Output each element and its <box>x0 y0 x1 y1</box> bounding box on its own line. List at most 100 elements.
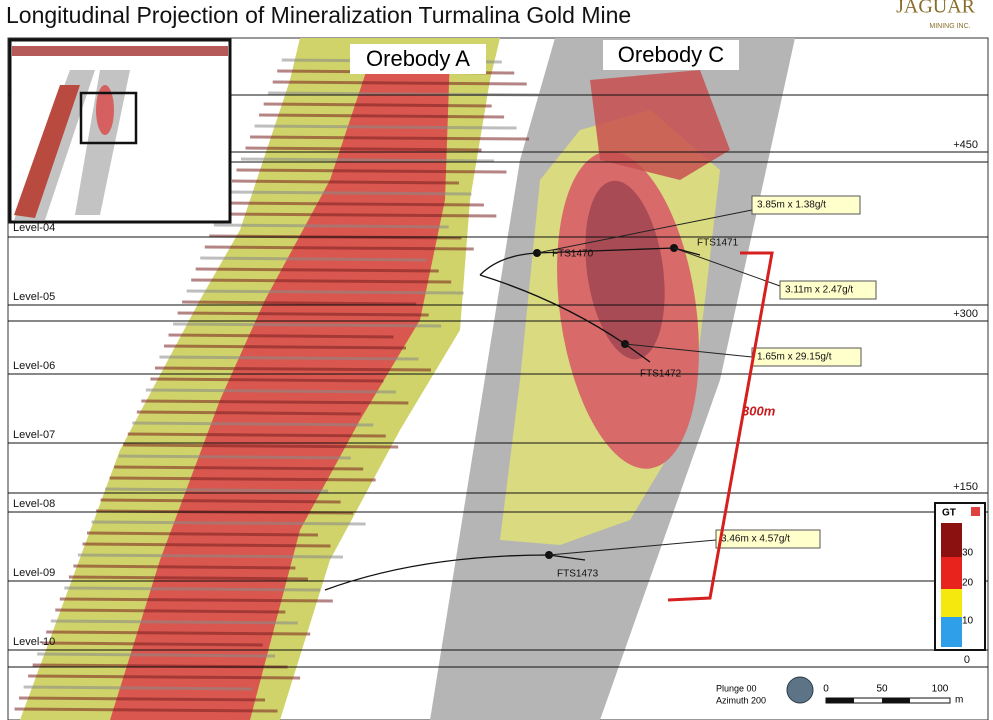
callout-leader <box>673 247 781 287</box>
legend-label: 30 <box>962 548 974 559</box>
callout-box <box>751 195 861 215</box>
elevation-label: 0 <box>964 654 970 666</box>
working-drift <box>231 179 459 185</box>
azimuth: Azimuth 200 <box>716 695 766 705</box>
working-drift <box>59 597 333 603</box>
scale-panel <box>715 676 980 716</box>
working-drift <box>28 674 301 680</box>
working-drift <box>177 311 429 317</box>
elevation-label: +150 <box>953 481 978 493</box>
working-drift <box>254 124 517 130</box>
working-drift <box>105 487 329 493</box>
working-drift <box>68 575 308 581</box>
working-drift <box>259 113 505 119</box>
working-drift <box>186 289 464 295</box>
working-drift <box>191 278 452 284</box>
inset-surface <box>12 46 228 56</box>
scale-unit: m <box>955 695 963 706</box>
working-drift <box>132 421 374 427</box>
drill-trace <box>479 274 651 363</box>
title: Longitudinal Projection of Mineralizatio… <box>6 2 631 28</box>
working-drift <box>100 498 341 504</box>
scale-label: 100 <box>932 684 949 695</box>
working-drift <box>136 410 361 416</box>
hole-label: FTS1470 <box>552 249 594 260</box>
callout-text: 3.85m x 1.38g/t <box>757 200 826 211</box>
working-drift <box>109 476 376 482</box>
inset-orebody <box>14 85 80 218</box>
working-drift <box>236 168 507 174</box>
level-label: Level-07 <box>13 429 55 441</box>
working-drift <box>218 212 497 218</box>
working-drift <box>163 344 407 350</box>
working-drift <box>23 685 253 691</box>
legend-swatch <box>941 557 962 589</box>
working-drift <box>168 333 394 339</box>
scale-label: 50 <box>876 684 888 695</box>
working-drift <box>118 454 351 460</box>
working-drift <box>50 619 298 625</box>
working-drift <box>182 300 417 306</box>
legend-label: 10 <box>962 616 974 627</box>
level-label: Level-05 <box>13 291 55 303</box>
working-drift <box>154 366 431 372</box>
orebody-label: Orebody A <box>366 46 470 71</box>
callout-text: 1.65m x 29.15g/t <box>757 352 832 363</box>
elevation-label: +300 <box>953 308 978 320</box>
working-drift <box>91 520 366 526</box>
legend-swatch <box>941 523 962 557</box>
level-label: Level-06 <box>13 360 55 372</box>
level-label: Level-10 <box>13 636 55 648</box>
working-drift <box>123 443 399 449</box>
orebody-label: Orebody C <box>618 42 724 67</box>
workings <box>14 58 540 713</box>
working-drift <box>150 377 384 383</box>
logo-name: JAGUAR <box>896 0 976 18</box>
label-box <box>603 40 739 70</box>
working-drift <box>64 586 321 592</box>
scale-bar <box>826 698 854 703</box>
working-drift <box>159 355 419 361</box>
working-drift <box>41 641 263 647</box>
hole-label: FTS1473 <box>557 569 599 580</box>
legend-swatch <box>941 589 962 617</box>
working-drift <box>227 190 472 196</box>
working-drift <box>114 465 364 471</box>
legend-label: 20 <box>962 578 974 589</box>
legend-close[interactable] <box>971 507 980 516</box>
callout-box <box>779 280 877 300</box>
plunge: Plunge 00 <box>716 683 757 693</box>
working-drift <box>82 542 331 548</box>
callout-leader <box>536 209 753 254</box>
working-drift <box>240 157 495 163</box>
working-drift <box>145 388 396 394</box>
working-drift <box>222 201 484 207</box>
legend-title: GT <box>942 508 956 519</box>
working-drift <box>213 223 449 229</box>
hole-label: FTS1471 <box>697 238 739 249</box>
working-drift <box>55 608 286 614</box>
working-drift <box>77 553 343 559</box>
orebody-a-core <box>110 55 450 720</box>
hole-label: FTS1472 <box>640 369 682 380</box>
working-drift <box>263 102 492 108</box>
working-drift <box>173 322 442 328</box>
callout-box <box>715 529 821 549</box>
working-drift <box>19 696 266 702</box>
inset-view-box <box>79 91 138 145</box>
callout-leader <box>548 539 717 556</box>
working-drift <box>127 432 386 438</box>
scale-label: 0 <box>823 684 829 695</box>
span-bracket <box>667 251 774 602</box>
working-drift <box>250 135 530 141</box>
level-label: Level-09 <box>13 567 55 579</box>
working-drift <box>272 80 527 86</box>
compass <box>786 676 814 704</box>
level-label: Level-04 <box>13 222 55 234</box>
elevation-label: +450 <box>953 139 978 151</box>
working-drift <box>141 399 409 405</box>
working-drift <box>46 630 311 636</box>
working-drift <box>200 256 427 262</box>
working-drift <box>245 146 482 152</box>
scale-bar <box>882 698 910 703</box>
